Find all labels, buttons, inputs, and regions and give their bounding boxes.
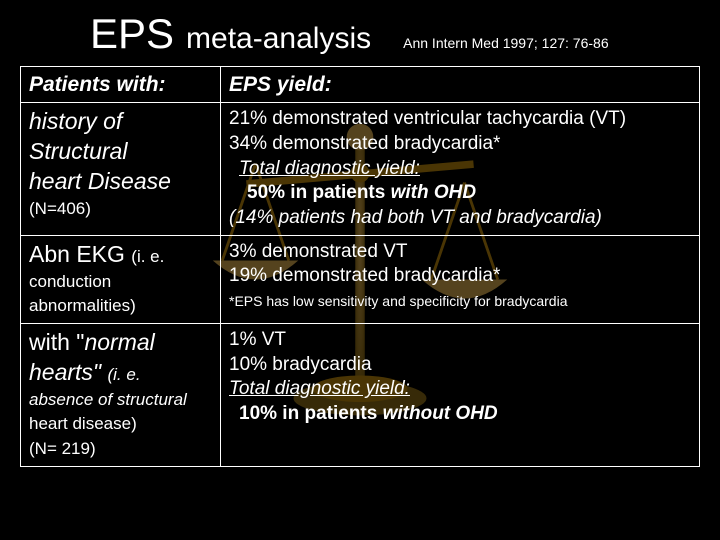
table-row: with "normal hearts" (i. e. absence of s… [21,324,700,467]
title-secondary: meta-analysis [186,22,371,56]
eps-table: Patients with: EPS yield: history of Str… [20,66,700,467]
header-col2: EPS yield: [221,67,700,103]
table-row: Abn EKG (i. e. conduction abnormalities)… [21,235,700,323]
row1-label: history of Structural heart Disease (N=4… [21,103,221,235]
table-header-row: Patients with: EPS yield: [21,67,700,103]
row2-content: 3% demonstrated VT 19% demonstrated brad… [221,235,700,323]
citation: Ann Intern Med 1997; 127: 76-86 [403,35,608,51]
slide-title: EPS meta-analysis Ann Intern Med 1997; 1… [0,0,720,66]
row2-label: Abn EKG (i. e. conduction abnormalities) [21,235,221,323]
title-primary: EPS [90,10,174,58]
table-row: history of Structural heart Disease (N=4… [21,103,700,235]
header-col1: Patients with: [21,67,221,103]
row3-label: with "normal hearts" (i. e. absence of s… [21,324,221,467]
row1-content: 21% demonstrated ventricular tachycardia… [221,103,700,235]
row3-content: 1% VT 10% bradycardia Total diagnostic y… [221,324,700,467]
